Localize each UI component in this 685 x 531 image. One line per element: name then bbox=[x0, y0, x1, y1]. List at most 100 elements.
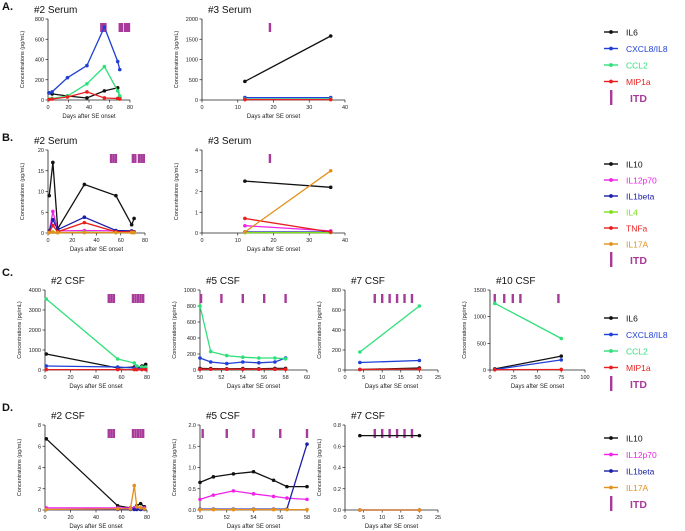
data-point bbox=[47, 193, 52, 198]
legend: IL6 CXCL8/IL8 CCL2 MIP1a ITD bbox=[604, 28, 668, 105]
itd-marker bbox=[120, 23, 123, 32]
data-point bbox=[65, 75, 70, 80]
data-point bbox=[85, 63, 89, 68]
x-tick-label: 10 bbox=[235, 105, 241, 111]
data-point bbox=[208, 360, 213, 364]
itd-marker bbox=[403, 294, 406, 303]
series-line bbox=[494, 355, 562, 370]
x-axis-label: Days after SE onset bbox=[227, 384, 281, 390]
y-tick-label: 600 bbox=[35, 37, 44, 43]
data-point bbox=[273, 360, 277, 364]
legend-marker bbox=[609, 226, 613, 230]
series-line bbox=[244, 180, 331, 188]
y-tick-label: 2 bbox=[38, 487, 41, 493]
data-point bbox=[559, 336, 564, 341]
itd-marker bbox=[139, 294, 142, 303]
data-point bbox=[211, 493, 216, 497]
chart-panel: #2 Serum 0 20 40 60 80 0 5 10 15 20 Days after SE o… bbox=[20, 136, 148, 253]
itd-marker bbox=[268, 23, 272, 32]
itd-marker bbox=[142, 154, 145, 163]
data-point bbox=[271, 494, 276, 499]
itd-marker bbox=[134, 294, 137, 303]
y-tick-label: 0.4 bbox=[333, 466, 341, 472]
x-axis-label: Days after SE onset bbox=[365, 524, 419, 530]
legend-label: IL17A bbox=[626, 483, 649, 493]
data-point bbox=[224, 367, 229, 372]
x-tick-label: 0 bbox=[46, 238, 49, 244]
chart-title: #7 CSF bbox=[351, 411, 385, 422]
data-point bbox=[251, 469, 256, 474]
data-point bbox=[241, 355, 245, 360]
y-tick-label: 1.0 bbox=[188, 466, 196, 472]
data-point bbox=[257, 367, 261, 372]
x-axis-label: Days after SE onset bbox=[70, 247, 124, 253]
x-tick-label: 25 bbox=[511, 375, 517, 381]
x-tick-label: 60 bbox=[118, 238, 124, 244]
y-tick-label: 1000 bbox=[186, 58, 198, 64]
legend: IL6 CXCL8/IL8 CCL2 MIP1a ITD bbox=[604, 314, 668, 391]
section-label: B. bbox=[2, 132, 13, 144]
series-line bbox=[244, 35, 332, 82]
data-point bbox=[82, 220, 87, 225]
legend-marker bbox=[609, 46, 613, 51]
data-point bbox=[305, 507, 309, 512]
y-axis-label: Concentrations (pg/mL) bbox=[172, 439, 178, 497]
x-tick-label: 80 bbox=[144, 375, 150, 381]
data-point bbox=[198, 304, 202, 308]
data-point bbox=[132, 230, 136, 235]
y-tick-label: 0 bbox=[338, 368, 341, 374]
y-tick-label: 200 bbox=[35, 78, 44, 84]
legend-label: MIP1a bbox=[626, 363, 651, 373]
itd-marker bbox=[107, 294, 110, 303]
itd-marker bbox=[381, 294, 384, 303]
x-tick-label: 5 bbox=[362, 375, 365, 381]
x-tick-label: 30 bbox=[306, 238, 312, 244]
data-point bbox=[50, 90, 54, 94]
x-axis-label: Days after SE onset bbox=[247, 114, 301, 120]
data-point bbox=[55, 230, 60, 235]
series-line bbox=[359, 368, 420, 371]
y-tick-label: 2000 bbox=[29, 328, 41, 334]
section-label: C. bbox=[2, 267, 13, 279]
data-point bbox=[328, 97, 333, 102]
itd-marker bbox=[519, 294, 522, 303]
series-line bbox=[46, 485, 145, 511]
x-tick-label: 20 bbox=[270, 105, 276, 111]
data-point bbox=[492, 367, 497, 372]
legend-marker bbox=[609, 194, 613, 198]
y-tick-label: 0 bbox=[38, 508, 41, 514]
data-point bbox=[559, 367, 564, 372]
data-point bbox=[328, 230, 333, 234]
x-tick-label: 40 bbox=[342, 238, 348, 244]
series-line bbox=[48, 25, 121, 94]
data-point bbox=[44, 364, 49, 368]
itd-marker bbox=[141, 294, 145, 303]
y-tick-label: 0.0 bbox=[188, 508, 196, 514]
y-tick-label: 400 bbox=[187, 336, 196, 342]
data-point bbox=[138, 506, 143, 510]
itd-marker bbox=[199, 294, 203, 303]
series-line bbox=[359, 305, 420, 353]
series-line bbox=[46, 365, 146, 370]
legend-marker bbox=[609, 178, 613, 182]
section-label: D. bbox=[2, 402, 13, 414]
y-axis-label: Concentrations (pg/mL) bbox=[174, 31, 180, 89]
x-tick-label: 80 bbox=[144, 515, 150, 521]
data-point bbox=[417, 508, 422, 512]
x-tick-label: 50 bbox=[197, 375, 203, 381]
itd-marker bbox=[503, 294, 506, 303]
itd-marker bbox=[381, 429, 384, 438]
data-point bbox=[271, 478, 276, 483]
y-tick-label: 0 bbox=[41, 231, 44, 237]
data-point bbox=[358, 360, 362, 365]
x-tick-label: 20 bbox=[416, 375, 422, 381]
legend-marker bbox=[609, 30, 613, 34]
data-point bbox=[208, 367, 213, 372]
x-tick-label: 40 bbox=[93, 515, 99, 521]
y-tick-label: 4 bbox=[195, 148, 198, 154]
data-point bbox=[224, 353, 229, 358]
itd-marker bbox=[127, 23, 131, 32]
data-point bbox=[85, 82, 89, 86]
itd-marker bbox=[125, 23, 129, 32]
